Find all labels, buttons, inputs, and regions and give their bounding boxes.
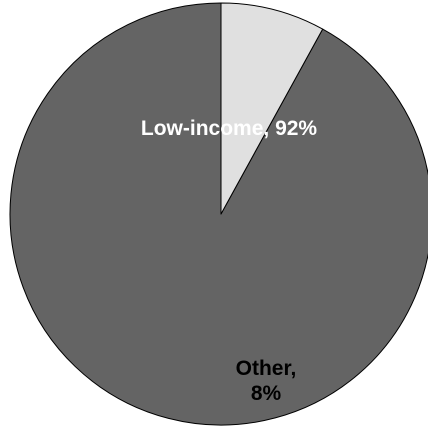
slice-label-line: 8%	[251, 382, 282, 405]
slice-label-low-income: Low-income, 92%	[141, 117, 318, 140]
pie-slices	[9, 2, 428, 426]
pie-slice-other	[220, 2, 324, 215]
slice-label-line: Low-income, 92%	[141, 117, 318, 140]
slice-label-other: Other, 8%	[236, 357, 297, 405]
pie-slice-low-income	[9, 2, 428, 426]
slice-label-line: Other,	[236, 357, 297, 380]
pie-labels: Low-income, 92% Other, 8%	[141, 117, 318, 405]
